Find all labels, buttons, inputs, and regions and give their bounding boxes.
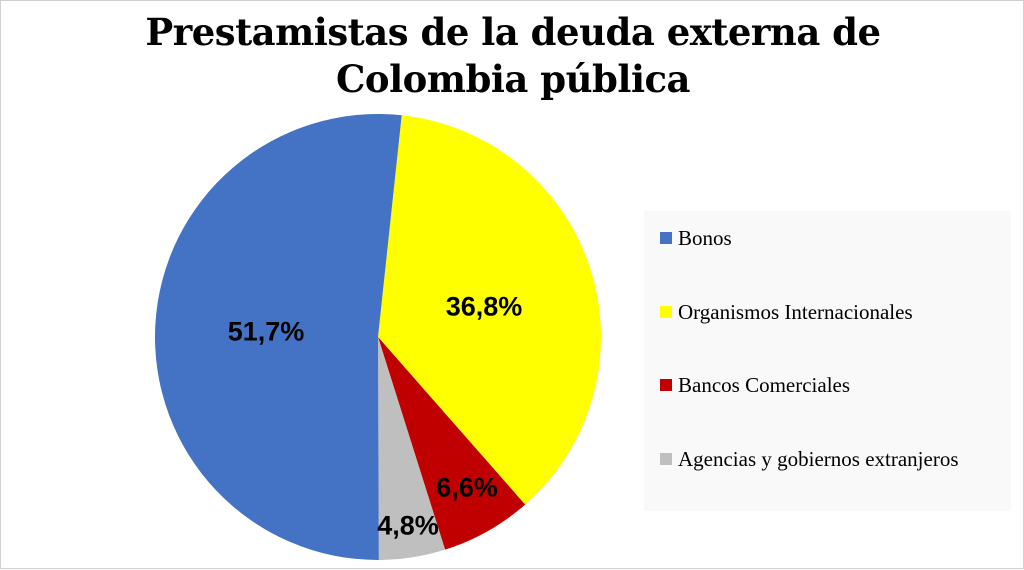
slice-label-bonos: 51,7% xyxy=(227,316,305,347)
legend-label: Organismos Internacionales xyxy=(678,300,913,324)
legend-label: Bancos Comerciales xyxy=(678,373,851,397)
legend-label: Bonos xyxy=(678,226,732,250)
legend-swatch-organismos xyxy=(660,306,672,318)
legend-item-organismos[interactable]: Organismos Internacionales xyxy=(660,299,998,325)
legend-label: Agencias y gobiernos extranjeros xyxy=(678,447,959,471)
slice-label-bancos: 6,6% xyxy=(436,472,498,503)
pie-slice-organismos[interactable] xyxy=(378,115,601,505)
pie-slice-bonos[interactable] xyxy=(155,114,402,560)
slice-label-agencias: 4,8% xyxy=(377,510,439,541)
slice-label-organismos: 36,8% xyxy=(445,291,523,322)
legend-item-bonos[interactable]: Bonos xyxy=(660,225,998,251)
legend-swatch-bancos xyxy=(660,379,672,391)
chart-title-line-2: Colombia pública xyxy=(335,57,691,101)
legend-item-bancos[interactable]: Bancos Comerciales xyxy=(660,372,998,398)
legend-item-agencias[interactable]: Agencias y gobiernos extranjeros xyxy=(660,446,978,472)
pie-slice-agencias[interactable] xyxy=(378,337,446,560)
legend-swatch-agencias xyxy=(660,453,672,465)
legend-swatch-bonos xyxy=(660,232,672,244)
chart-legend: Bonos Organismos Internacionales Bancos … xyxy=(644,211,1011,511)
pie-slice-bancos[interactable] xyxy=(378,337,526,550)
chart-title-line-1: Prestamistas de la deuda externa de xyxy=(145,10,881,54)
chart-title: Prestamistas de la deuda externa de Colo… xyxy=(1,9,1024,103)
